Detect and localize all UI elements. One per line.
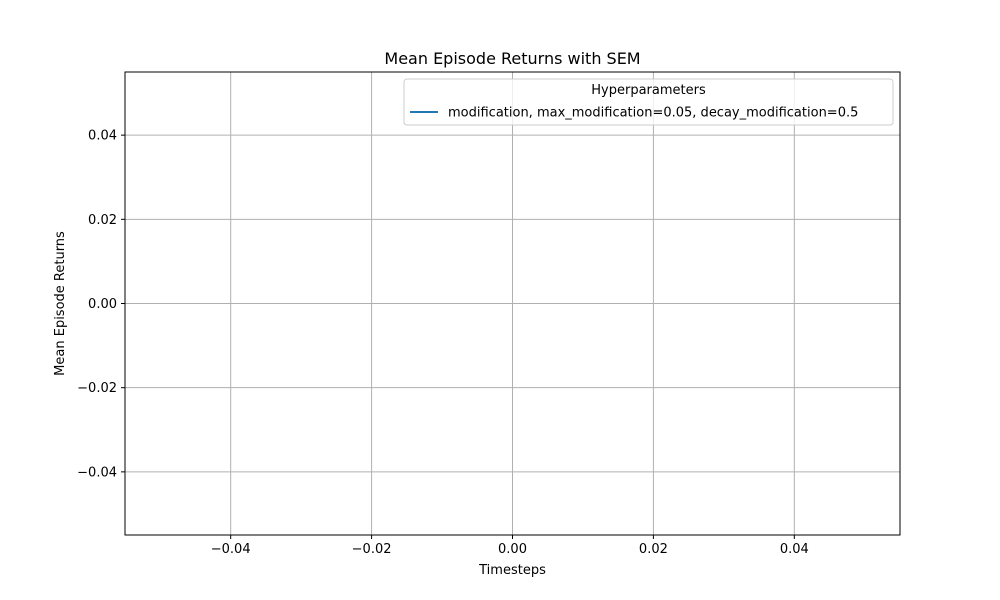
y-tick-label: 0.02 [88,213,117,228]
y-tick-label: 0.04 [88,129,117,144]
legend: Hyperparameters modification, max_modifi… [403,78,894,126]
y-tick-label: −0.04 [77,465,117,480]
y-tick-label: 0.00 [88,297,117,312]
legend-title: Hyperparameters [591,83,706,98]
x-tick-label: 0.02 [639,542,668,557]
x-tick-label: 0.04 [780,542,809,557]
legend-box [403,78,894,126]
chart-title: Mean Episode Returns with SEM [384,49,640,68]
legend-entry-label: modification, max_modification=0.05, dec… [448,106,858,121]
axis-ticks: −0.04 −0.02 0.00 0.02 0.04 −0.04 −0.02 0.00 0.02… [77,129,809,557]
x-tick-label: 0.00 [498,542,527,557]
x-axis-label: Timesteps [478,563,546,578]
grid-lines [125,72,900,535]
y-axis-label: Mean Episode Returns [53,231,68,376]
x-tick-label: −0.02 [352,542,392,557]
x-tick-label: −0.04 [211,542,251,557]
y-tick-label: −0.02 [77,381,117,396]
